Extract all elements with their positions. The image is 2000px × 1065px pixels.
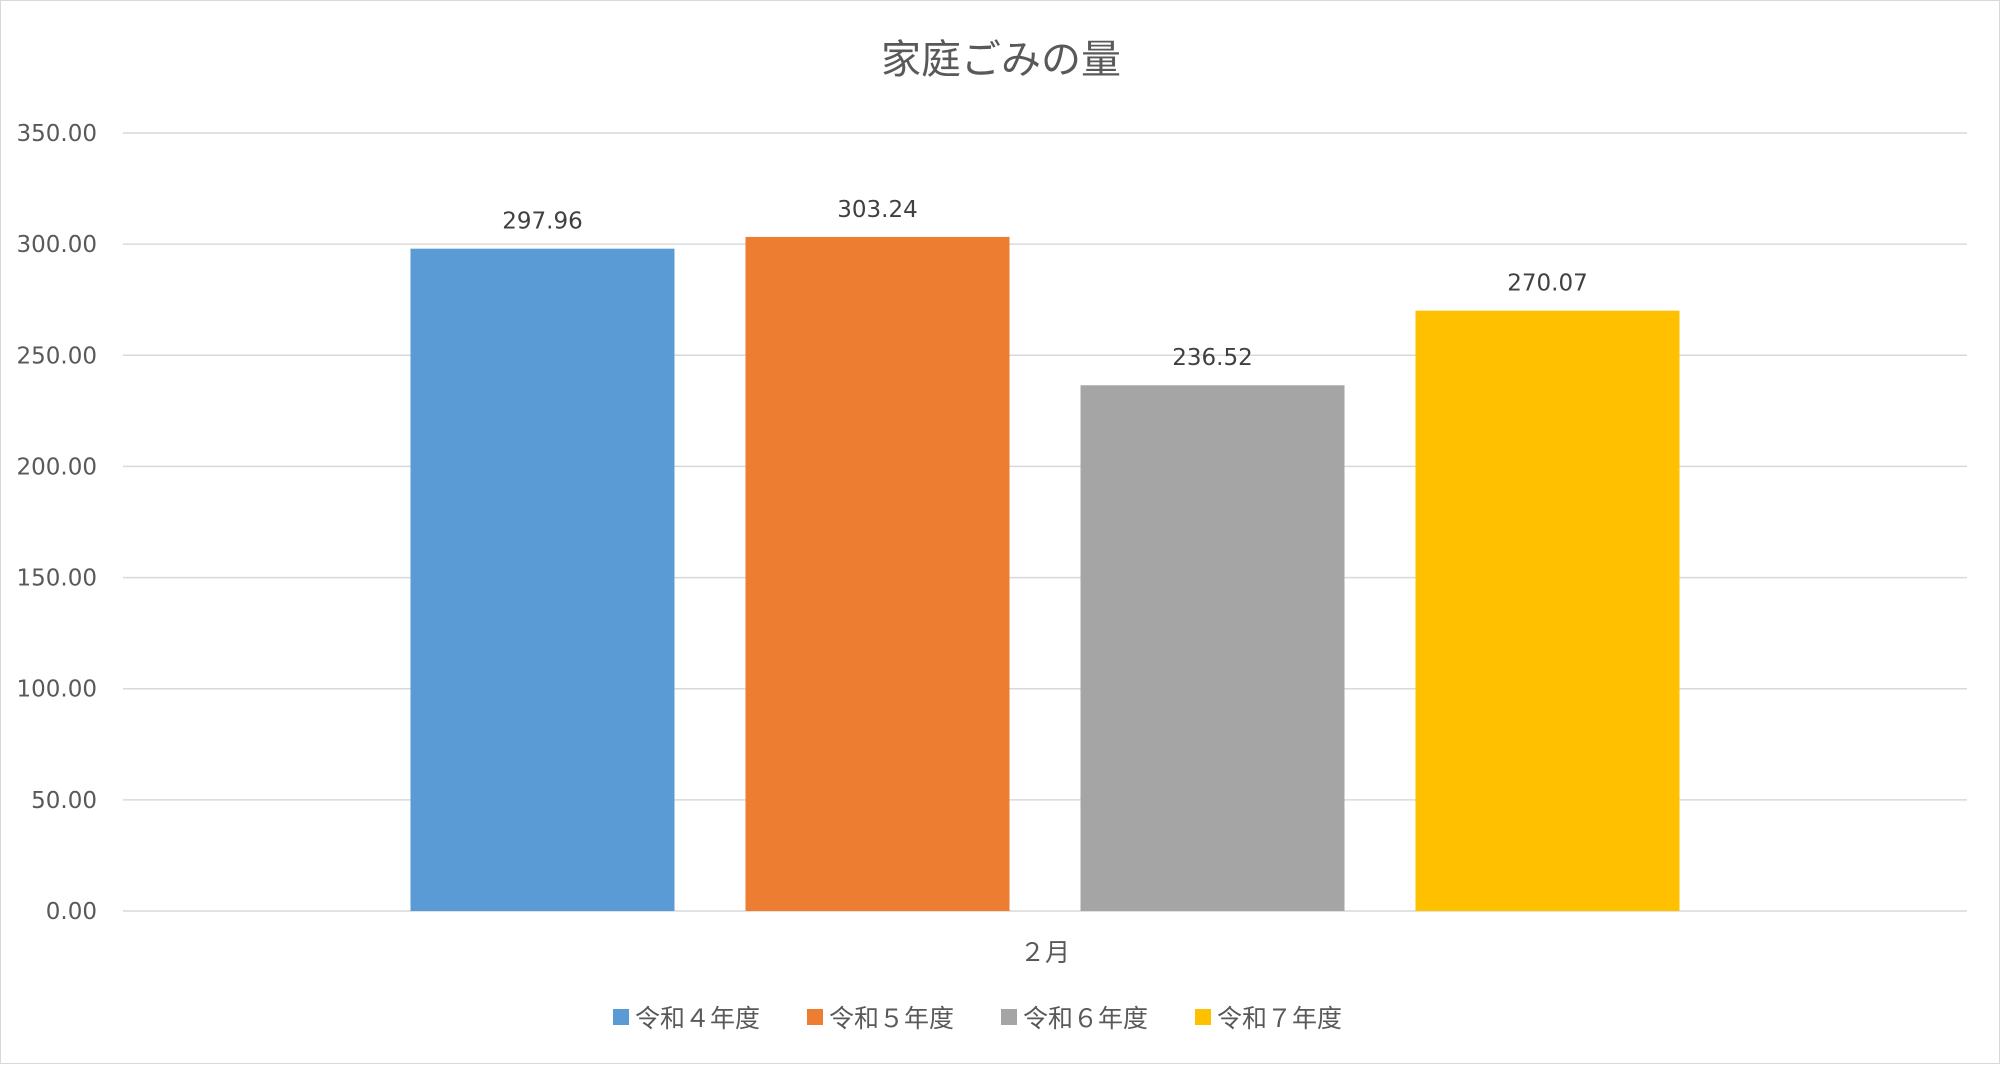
x-category-label: ２月 — [1020, 938, 1070, 967]
y-tick-label: 300.00 — [17, 232, 97, 258]
data-label: 236.52 — [1172, 345, 1252, 371]
legend-label: 令和６年度 — [1023, 1004, 1148, 1033]
y-tick-label: 150.00 — [17, 566, 97, 592]
bar-series-1 — [410, 248, 675, 911]
x-axis-categories: ２月 — [1020, 938, 1070, 967]
legend-label: 令和７年度 — [1217, 1004, 1342, 1033]
bar-series-3 — [1080, 385, 1345, 911]
y-tick-label: 0.00 — [46, 899, 97, 925]
y-tick-label: 250.00 — [17, 343, 97, 369]
legend: 令和４年度 令和５年度 令和６年度 令和７年度 — [613, 1004, 1342, 1033]
y-axis-ticks: 0.00 50.00 100.00 150.00 200.00 250.00 300.00 3… — [17, 121, 97, 925]
bar-series-4 — [1415, 310, 1680, 911]
y-tick-label: 200.00 — [17, 454, 97, 480]
data-label: 270.07 — [1507, 271, 1587, 297]
y-tick-label: 350.00 — [17, 121, 97, 147]
y-tick-label: 50.00 — [31, 788, 97, 814]
legend-swatch — [1195, 1009, 1211, 1025]
legend-label: 令和４年度 — [635, 1004, 760, 1033]
legend-label: 令和５年度 — [829, 1004, 954, 1033]
gridlines — [123, 132, 1967, 912]
legend-swatch — [613, 1009, 629, 1025]
bars — [410, 236, 1680, 911]
legend-swatch — [807, 1009, 823, 1025]
legend-swatch — [1001, 1009, 1017, 1025]
y-tick-label: 100.00 — [17, 677, 97, 703]
chart-title: 家庭ごみの量 — [881, 37, 1121, 83]
data-labels: 297.96 303.24 236.52 270.07 — [502, 197, 1587, 371]
data-label: 297.96 — [502, 209, 582, 235]
data-label: 303.24 — [837, 197, 917, 223]
bar-series-2 — [745, 236, 1010, 911]
